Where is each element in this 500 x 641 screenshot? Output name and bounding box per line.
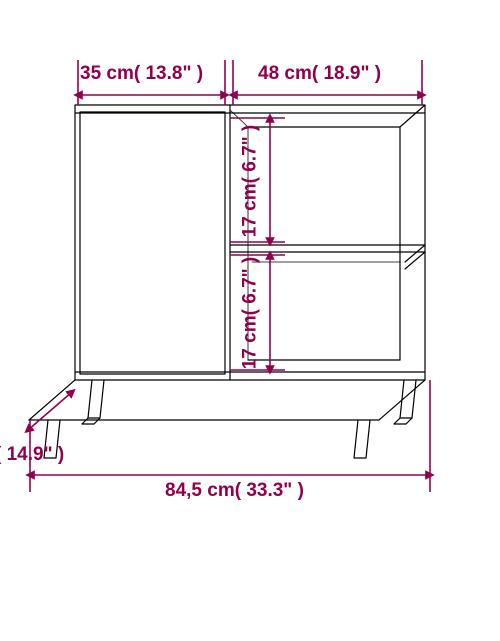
dim-total-width: 84,5 cm( 33.3" ) [165, 480, 304, 502]
dim-17cm-top: 17 cm( 6.7" ) [239, 125, 261, 238]
cabinet-outline [29, 105, 425, 458]
dim-17cm-bot: 17 cm( 6.7" ) [239, 257, 261, 370]
dim-48cm: 48 cm( 18.9" ) [258, 63, 381, 85]
dim-35cm: 35 cm( 13.8" ) [80, 63, 203, 85]
dim-depth: ( 14.9" ) [0, 444, 64, 466]
